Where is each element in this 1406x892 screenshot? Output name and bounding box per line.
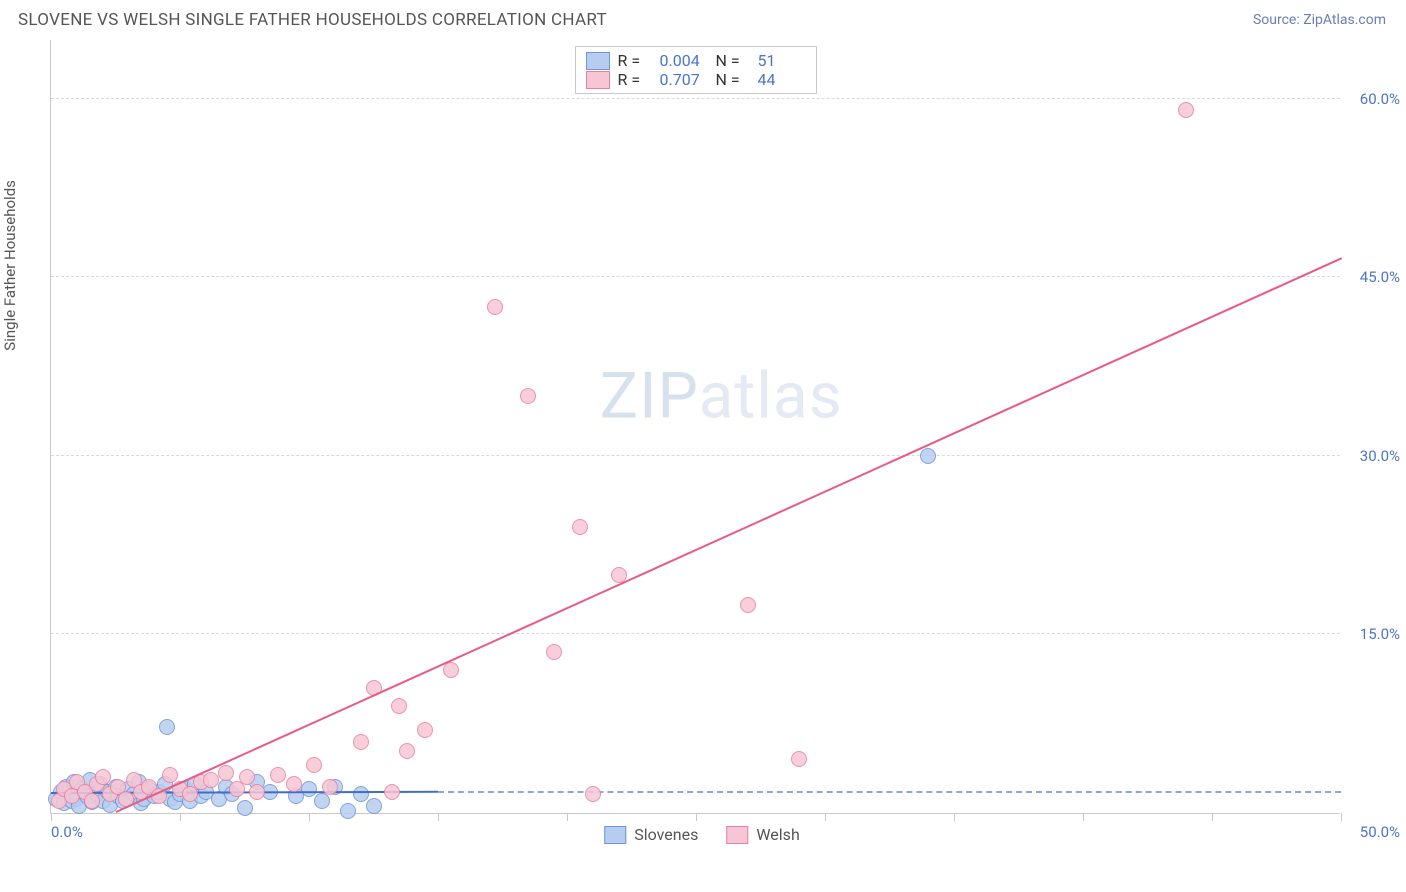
trend-line <box>438 791 1341 793</box>
data-point <box>546 644 562 660</box>
data-point <box>791 751 807 767</box>
data-point <box>384 784 400 800</box>
y-tick-label: 60.0% <box>1360 90 1400 108</box>
legend-n-value: 44 <box>758 70 806 89</box>
data-point <box>322 779 338 795</box>
data-point <box>366 798 382 814</box>
data-point <box>306 757 322 773</box>
data-point <box>353 734 369 750</box>
data-point <box>391 698 407 714</box>
data-point <box>237 800 253 816</box>
legend-swatch <box>726 826 748 844</box>
y-tick-label: 45.0% <box>1360 268 1400 286</box>
x-tick <box>1212 813 1213 821</box>
legend-r-value: 0.004 <box>660 51 708 70</box>
gridline-horizontal <box>51 276 1340 277</box>
x-axis-max-label: 50.0% <box>1360 823 1400 841</box>
data-point <box>159 719 175 735</box>
data-point <box>417 722 433 738</box>
data-point <box>399 743 415 759</box>
data-point <box>1178 102 1194 118</box>
data-point <box>487 299 503 315</box>
data-point <box>249 784 265 800</box>
data-point <box>340 803 356 819</box>
x-tick <box>180 813 181 821</box>
data-point <box>239 769 255 785</box>
data-point <box>585 786 601 802</box>
x-tick <box>438 813 439 821</box>
legend-swatch <box>604 826 626 844</box>
data-point <box>218 765 234 781</box>
watermark: ZIPatlas <box>600 358 843 433</box>
x-tick <box>567 813 568 821</box>
chart-header: SLOVENE VS WELSH SINGLE FATHER HOUSEHOLD… <box>0 0 1406 36</box>
y-tick-label: 30.0% <box>1360 447 1400 465</box>
data-point <box>95 769 111 785</box>
legend-item: Welsh <box>726 825 799 844</box>
legend-stats: R = 0.004 N = 51 R = 0.707 N = 44 <box>575 46 817 94</box>
data-point <box>314 793 330 809</box>
legend-stats-row: R = 0.004 N = 51 <box>586 51 806 70</box>
x-tick <box>51 813 52 821</box>
plot-area: ZIPatlas R =0.004N =51R =0.707N =44 0.0%… <box>50 40 1340 814</box>
legend-stats-row: R = 0.707 N = 44 <box>586 70 806 89</box>
legend-swatch <box>586 71 610 89</box>
gridline-horizontal <box>51 633 1340 634</box>
legend-swatch <box>586 52 610 70</box>
legend-r-label: R = <box>618 51 652 70</box>
x-axis-min-label: 0.0% <box>51 823 83 841</box>
data-point <box>270 767 286 783</box>
legend-series: Slovenes Welsh <box>604 825 800 844</box>
legend-item: Slovenes <box>604 825 698 844</box>
gridline-horizontal <box>51 455 1340 456</box>
x-tick <box>825 813 826 821</box>
chart-container: Single Father Households ZIPatlas R =0.0… <box>18 40 1386 814</box>
y-tick-label: 15.0% <box>1360 625 1400 643</box>
data-point <box>443 662 459 678</box>
x-tick <box>954 813 955 821</box>
chart-title: SLOVENE VS WELSH SINGLE FATHER HOUSEHOLD… <box>18 10 607 30</box>
y-axis-label: Single Father Households <box>1 180 19 351</box>
data-point <box>353 786 369 802</box>
data-point <box>520 388 536 404</box>
legend-r-value: 0.707 <box>660 70 708 89</box>
data-point <box>740 597 756 613</box>
data-point <box>203 772 219 788</box>
trend-line <box>115 257 1341 813</box>
legend-n-label: N = <box>716 51 750 70</box>
legend-label: Slovenes <box>634 825 698 844</box>
data-point <box>286 776 302 792</box>
legend-n-value: 51 <box>758 51 806 70</box>
data-point <box>162 767 178 783</box>
x-tick <box>696 813 697 821</box>
legend-label: Welsh <box>756 825 799 844</box>
data-point <box>84 793 100 809</box>
legend-n-label: N = <box>716 70 750 89</box>
legend-r-label: R = <box>618 70 652 89</box>
x-tick <box>309 813 310 821</box>
source-label: Source: ZipAtlas.com <box>1253 12 1386 28</box>
data-point <box>301 781 317 797</box>
data-point <box>920 448 936 464</box>
data-point <box>572 519 588 535</box>
x-tick <box>1341 813 1342 821</box>
x-tick <box>1083 813 1084 821</box>
gridline-horizontal <box>51 98 1340 99</box>
